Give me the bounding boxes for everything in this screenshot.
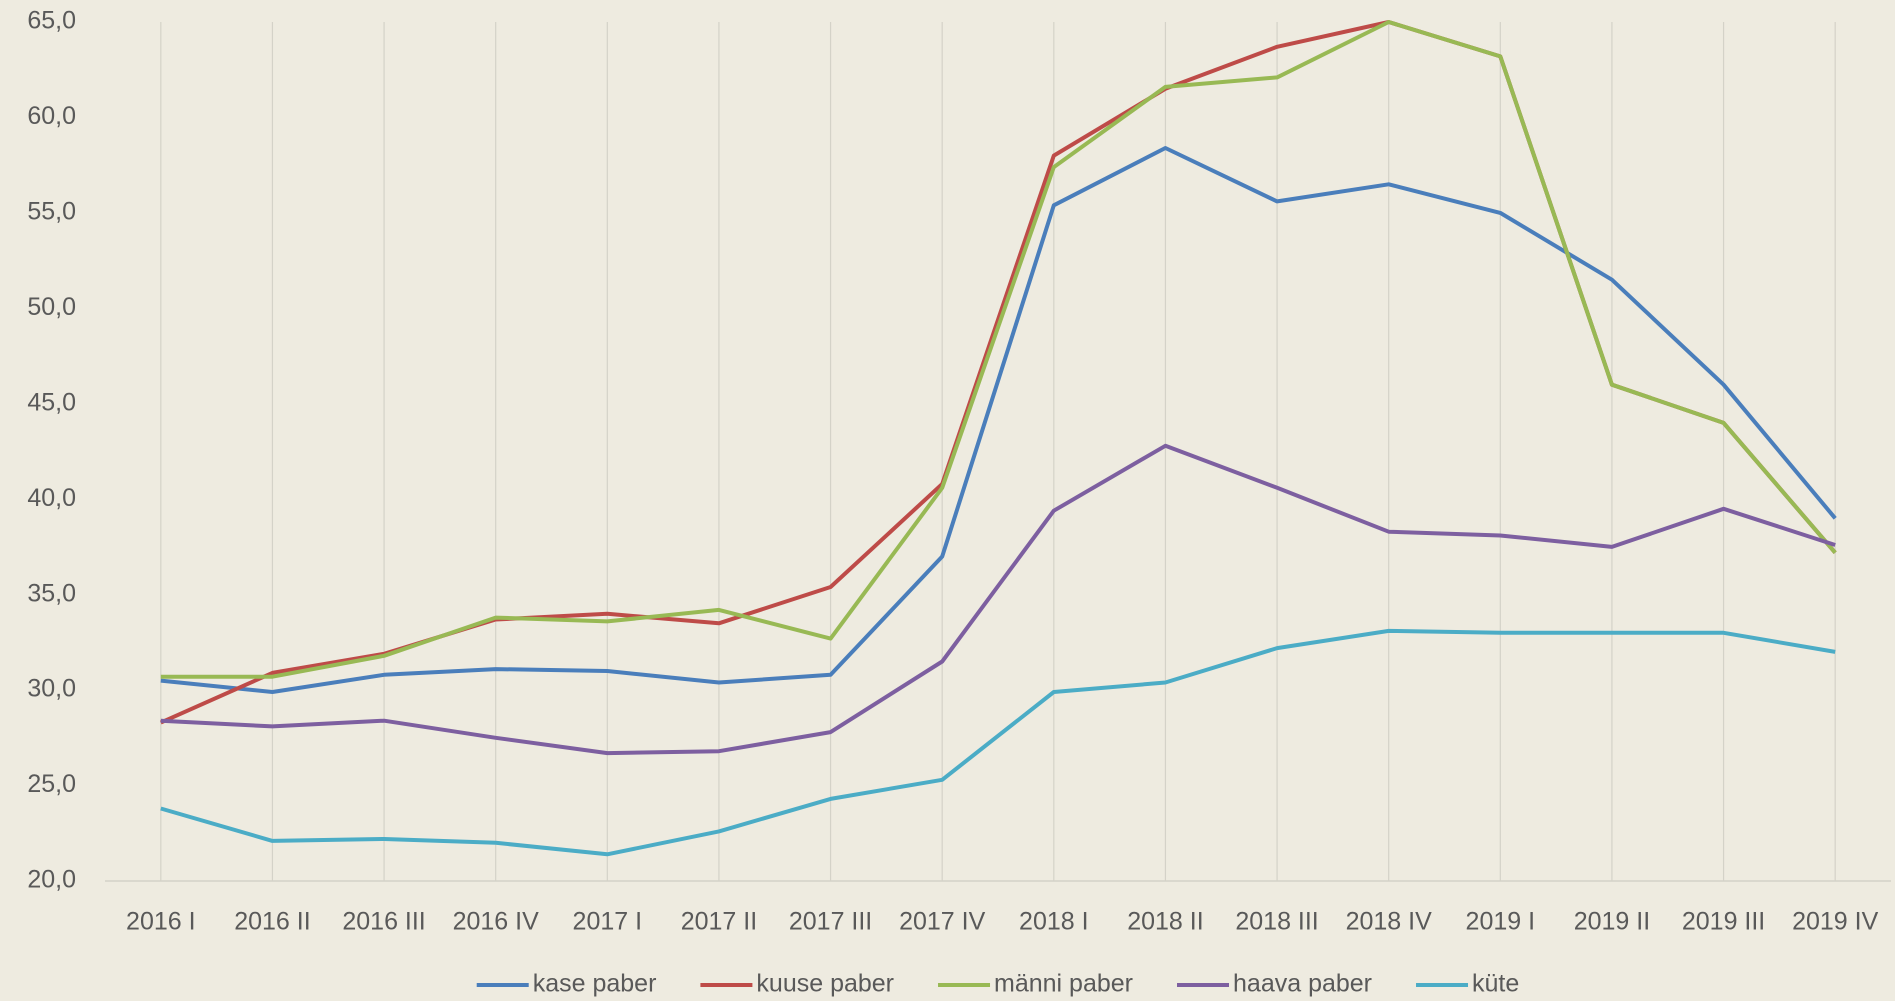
y-tick-label: 65,0 [27,7,76,35]
x-tick-label: 2017 I [573,908,643,936]
legend-label: kuuse paber [756,970,894,998]
x-tick-label: 2019 III [1682,908,1765,936]
x-tick-label: 2016 III [342,908,425,936]
x-tick-label: 2017 III [789,908,872,936]
y-tick-label: 55,0 [27,197,76,225]
series-line [160,443,1836,756]
x-tick-label: 2017 II [681,908,757,936]
x-tick-label: 2019 II [1574,908,1650,936]
x-tick-label: 2018 II [1127,908,1203,936]
x-tick-label: 2017 IV [899,908,986,936]
y-tick-label: 60,0 [27,102,76,130]
y-tick-label: 50,0 [27,293,76,321]
x-tick-label: 2019 I [1466,908,1536,936]
y-tick-label: 35,0 [27,579,76,607]
x-tick-label: 2018 I [1019,908,1089,936]
series-line [160,146,1837,694]
legend-label: männi paber [994,970,1133,998]
x-tick-label: 2016 II [234,908,310,936]
x-tick-label: 2018 IV [1346,908,1433,936]
legend-label: kase paber [533,970,657,998]
legend-label: haava paber [1233,970,1372,998]
y-tick-label: 40,0 [27,484,76,512]
series-line [160,628,1836,857]
x-tick-label: 2016 IV [453,908,540,936]
y-tick-label: 25,0 [27,770,76,798]
legend-label: küte [1472,970,1519,998]
legend: kase paber kuuse paber männi paber haava pa… [476,970,1519,998]
x-tick-label: 2018 III [1235,908,1318,936]
x-tick-label: 2016 I [126,908,196,936]
x-tick-label: 2019 IV [1792,908,1879,936]
y-tick-label: 20,0 [27,866,76,894]
y-tick-label: 45,0 [27,388,76,416]
y-tick-label: 30,0 [27,675,76,703]
series-line [160,20,1837,679]
